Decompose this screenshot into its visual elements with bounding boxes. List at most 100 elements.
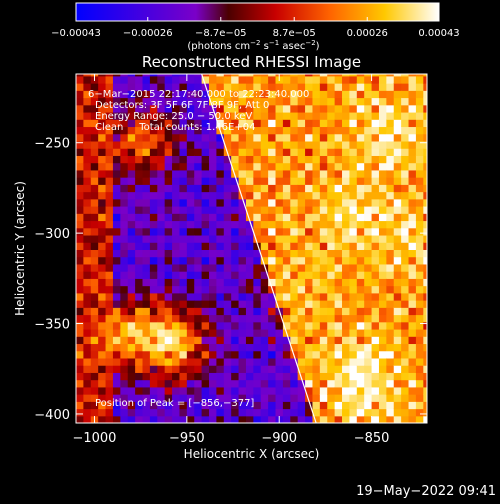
heatmap-cell [216,321,225,330]
heatmap-cell [268,357,277,366]
heatmap-cell [305,328,314,337]
heatmap-cell [245,213,254,222]
heatmap-cell [231,75,240,84]
heatmap-cell [401,242,410,250]
heatmap-cell [275,126,284,135]
heatmap-cell [127,336,136,345]
heatmap-cell [253,292,262,301]
heatmap-cell [371,401,380,410]
heatmap-cell [231,177,240,185]
heatmap-cell [209,119,217,128]
heatmap-cell [223,133,232,142]
heatmap-cell [423,198,427,207]
heatmap-cell [371,249,380,258]
heatmap-cell [260,256,269,265]
heatmap-cell [194,148,203,156]
heatmap-cell [98,111,107,120]
heatmap-cell [238,278,247,287]
heatmap-cell [127,242,136,250]
heatmap-cell [90,111,99,120]
heatmap-cell [305,104,314,113]
heatmap-cell [90,249,99,258]
heatmap-cell [209,140,217,149]
heatmap-cell [364,234,373,243]
heatmap-cell [120,271,129,279]
heatmap-cell [112,372,121,381]
heatmap-cell [401,213,410,222]
heatmap-cell [112,104,121,113]
heatmap-cell [312,119,321,128]
heatmap-cell [112,90,121,99]
heatmap-cell [231,206,240,214]
heatmap-cell [142,314,151,323]
heatmap-cell [120,169,129,178]
heatmap-cell [76,314,84,323]
heatmap-cell [327,191,336,200]
heatmap-cell [105,242,114,250]
heatmap-cell [194,343,203,352]
heatmap-cell [105,213,114,222]
heatmap-cell [142,184,151,193]
heatmap-cell [179,263,188,272]
heatmap-cell [112,234,121,243]
heatmap-cell [157,198,166,207]
heatmap-cell [364,401,373,410]
heatmap-cell [356,249,365,258]
heatmap-cell [149,242,158,250]
heatmap-cell [327,104,336,113]
heatmap-cell [378,307,387,316]
heatmap-cell [186,415,195,423]
heatmap-cell [349,278,358,287]
heatmap-cell [194,357,203,366]
heatmap-cell [149,155,158,164]
heatmap-cell [401,133,410,142]
heatmap-cell [334,169,343,178]
heatmap-cell [305,133,314,142]
heatmap-cell [90,321,99,330]
heatmap-cell [98,379,107,388]
heatmap-cell [223,278,232,287]
heatmap-cell [135,111,144,120]
heatmap-cell [201,321,210,330]
heatmap-cell [349,300,358,308]
heatmap-cell [112,177,121,185]
heatmap-cell [349,328,358,337]
heatmap-cell [349,256,358,265]
heatmap-cell [238,148,247,156]
heatmap-cell [371,379,380,388]
heatmap-cell [231,357,240,366]
heatmap-cell [393,198,402,207]
heatmap-cell [312,74,321,77]
heatmap-cell [231,300,240,308]
heatmap-cell [149,379,158,388]
heatmap-cell [83,285,92,294]
heatmap-cell [408,234,417,243]
heatmap-cell [408,74,417,77]
heatmap-cell [105,415,114,423]
heatmap-cell [364,111,373,120]
heatmap-cell [408,206,417,214]
heatmap-cell [371,256,380,265]
heatmap-cell [408,90,417,99]
colorbar-ticks [75,17,440,21]
heatmap-cell [319,97,328,106]
heatmap-cell [245,321,254,330]
heatmap-cell [186,379,195,388]
heatmap-cell [275,191,284,200]
heatmap-cell [275,227,284,236]
heatmap-cell [297,263,306,272]
heatmap-cell [231,83,240,91]
heatmap-cell [290,321,299,330]
heatmap-cell [297,372,306,381]
heatmap-cell [327,408,336,417]
heatmap-cell [98,292,107,301]
heatmap-cell [142,336,151,345]
heatmap-cell [268,365,277,373]
heatmap-cell [378,220,387,229]
heatmap-cell [415,321,424,330]
heatmap-cell [378,191,387,200]
heatmap-cell [393,162,402,171]
heatmap-cell [393,227,402,236]
heatmap-cell [268,74,277,77]
heatmap-cell [349,242,358,250]
